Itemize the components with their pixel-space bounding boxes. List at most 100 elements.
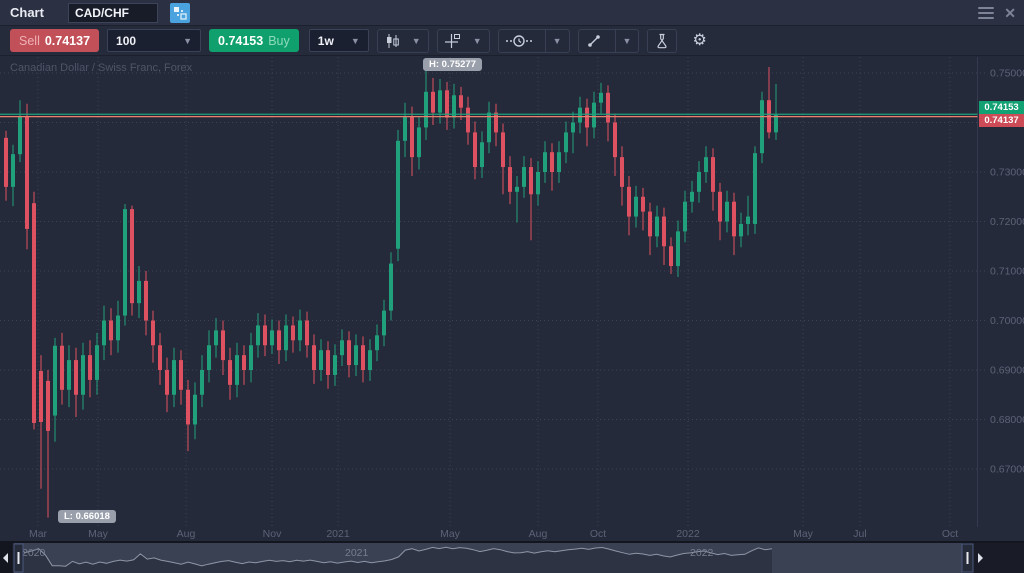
axis-separator bbox=[0, 541, 1024, 543]
low-tooltip: L: 0.66018 bbox=[58, 510, 116, 523]
candle bbox=[396, 129, 400, 262]
candle bbox=[529, 158, 533, 241]
candle bbox=[130, 205, 134, 316]
candle bbox=[256, 313, 260, 358]
drawing-tools-dropdown[interactable]: ▼ bbox=[614, 29, 639, 52]
crosshair-icon bbox=[444, 33, 460, 48]
price-axis[interactable]: 0.750000.740000.730000.720000.710000.700… bbox=[990, 68, 1024, 476]
candle bbox=[214, 318, 218, 358]
navigator-area bbox=[18, 547, 772, 573]
symbol-input[interactable] bbox=[67, 2, 158, 23]
candles bbox=[4, 59, 778, 518]
quantity-value: 100 bbox=[116, 33, 137, 48]
crosshair-button[interactable]: ▼ bbox=[436, 28, 490, 53]
ask-price-tag: 0.74153 bbox=[979, 101, 1024, 114]
candle bbox=[487, 101, 491, 154]
candle bbox=[207, 330, 211, 383]
candle bbox=[53, 337, 57, 442]
candle bbox=[368, 339, 372, 381]
candle bbox=[753, 146, 757, 234]
candle bbox=[564, 121, 568, 164]
candle bbox=[144, 271, 148, 336]
link-charts-button[interactable] bbox=[169, 2, 190, 23]
candle bbox=[242, 345, 246, 385]
chevron-down-icon: ▼ bbox=[552, 35, 562, 46]
candle bbox=[634, 185, 638, 228]
candle bbox=[627, 175, 631, 236]
timeframe-select[interactable]: 1w ▼ bbox=[308, 29, 369, 52]
candle bbox=[613, 113, 617, 176]
timezone-dropdown[interactable]: ▼ bbox=[544, 29, 569, 52]
sell-button[interactable]: Sell 0.74137 bbox=[10, 29, 100, 52]
quantity-select[interactable]: 100 ▼ bbox=[107, 29, 202, 52]
sell-price: 0.74137 bbox=[44, 33, 91, 48]
candle bbox=[172, 347, 176, 408]
candle bbox=[403, 102, 407, 158]
close-icon[interactable]: ✕ bbox=[1004, 4, 1016, 21]
trendline-tool-button[interactable] bbox=[579, 30, 609, 52]
candle bbox=[697, 161, 701, 203]
candle bbox=[767, 67, 771, 139]
candle bbox=[109, 308, 113, 356]
navigator-year-label: 2021 bbox=[345, 547, 369, 559]
navigator-year-label: 2020 bbox=[22, 547, 46, 559]
time-tick-label: Mar bbox=[28, 528, 48, 540]
settings-button[interactable]: ⚙ bbox=[685, 29, 713, 53]
candle bbox=[578, 96, 582, 134]
candle bbox=[508, 156, 512, 205]
candle bbox=[683, 190, 687, 243]
candle bbox=[326, 341, 330, 389]
scroll-right-button[interactable] bbox=[978, 553, 983, 563]
chart-area: 0.750000.740000.730000.720000.710000.700… bbox=[0, 57, 1024, 527]
indicators-button[interactable] bbox=[647, 28, 678, 53]
candle bbox=[305, 311, 309, 358]
candle bbox=[277, 320, 281, 365]
candle bbox=[221, 320, 225, 375]
menu-icon[interactable] bbox=[978, 6, 995, 19]
candle bbox=[4, 130, 8, 201]
candle bbox=[375, 324, 379, 362]
time-axis[interactable]: Mar May Aug Nov 2021 May Aug Oct 2022 May Jul Oct bbox=[0, 527, 1024, 541]
candle bbox=[536, 161, 540, 206]
candle bbox=[333, 344, 337, 386]
candle bbox=[522, 156, 526, 198]
timezone-button[interactable] bbox=[499, 30, 539, 52]
chart-type-button[interactable]: ▼ bbox=[376, 28, 429, 53]
drawing-tool-group: ▼ bbox=[577, 28, 640, 53]
candle bbox=[18, 100, 22, 163]
candle bbox=[67, 345, 71, 408]
chevron-down-icon: ▼ bbox=[472, 35, 482, 46]
title-bar: Chart ✕ bbox=[0, 0, 1024, 26]
candle bbox=[410, 106, 414, 176]
candle bbox=[39, 355, 43, 489]
buy-button[interactable]: 0.74153 Buy bbox=[209, 29, 299, 52]
candle bbox=[459, 86, 463, 121]
candle bbox=[235, 342, 239, 398]
candle bbox=[557, 141, 561, 183]
chart-tab[interactable]: Chart bbox=[10, 5, 44, 20]
chevron-down-icon: ▼ bbox=[183, 35, 193, 46]
candle bbox=[193, 382, 197, 440]
candle bbox=[151, 310, 155, 363]
candle bbox=[585, 98, 589, 147]
candle bbox=[340, 329, 344, 367]
candle bbox=[32, 191, 36, 430]
candle bbox=[319, 339, 323, 381]
candle bbox=[606, 85, 610, 142]
candle bbox=[718, 182, 722, 241]
candle bbox=[102, 305, 106, 361]
candle bbox=[291, 316, 295, 353]
candle bbox=[543, 141, 547, 183]
candle bbox=[473, 121, 477, 180]
candle bbox=[494, 103, 498, 147]
chart-canvas[interactable]: 0.750000.740000.730000.720000.710000.700… bbox=[0, 57, 1024, 527]
candle bbox=[270, 319, 274, 355]
candle bbox=[466, 96, 470, 145]
navigator-year-label: 2022 bbox=[690, 547, 714, 559]
toolbar: Sell 0.74137 100 ▼ 0.74153 Buy 1w ▼ ▼ bbox=[0, 26, 1024, 56]
